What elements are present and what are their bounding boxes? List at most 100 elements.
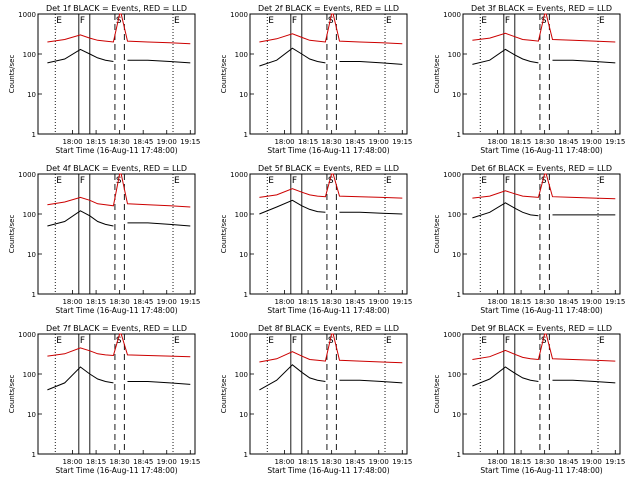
y-tick-label: 100	[448, 51, 461, 59]
series-line-lld	[472, 173, 616, 200]
y-tick-label: 1000	[18, 331, 36, 339]
y-tick-label: 100	[235, 51, 248, 59]
y-axis-label: Counts/sec	[433, 55, 441, 94]
event-marker-label: F	[505, 176, 510, 186]
event-marker-label: E	[599, 336, 605, 346]
y-axis-label: Counts/sec	[220, 375, 228, 414]
y-tick-label: 1000	[443, 11, 461, 19]
series-line-events	[339, 211, 403, 215]
event-marker-label: E	[599, 176, 605, 186]
x-tick-label: 18:00	[62, 458, 82, 466]
x-tick-label: 18:45	[345, 138, 365, 146]
x-tick-label: 18:30	[110, 298, 130, 306]
event-marker-label: S	[116, 176, 122, 186]
x-tick-label: 19:15	[180, 138, 200, 146]
x-tick-label: 18:15	[298, 458, 318, 466]
y-tick-label: 1	[32, 291, 36, 299]
y-tick-label: 10	[27, 251, 36, 259]
event-marker-label: F	[292, 16, 297, 26]
event-marker-label: E	[481, 176, 487, 186]
x-tick-label: 18:00	[62, 138, 82, 146]
event-marker-label: S	[328, 336, 334, 346]
x-axis-label: Start Time (16-Aug-11 17:48:00)	[267, 466, 389, 475]
y-axis-label: Counts/sec	[8, 375, 16, 414]
x-tick-label: 19:15	[392, 458, 412, 466]
x-tick-label: 18:00	[487, 138, 507, 146]
detector-panel-6: Det 6f BLACK = Events, RED = LLD 1 10 100 10…	[433, 164, 625, 315]
series-line-events	[339, 379, 403, 384]
y-tick-label: 100	[23, 371, 36, 379]
y-tick-label: 1	[457, 291, 461, 299]
event-marker-label: E	[174, 336, 180, 346]
plot-frame	[249, 173, 408, 295]
detector-panel-1: Det 1f BLACK = Events, RED = LLD 1 10 100 10…	[8, 4, 200, 155]
series-line-events	[47, 210, 114, 227]
x-tick-label: 18:15	[298, 138, 318, 146]
event-marker-label: E	[174, 16, 180, 26]
event-marker-label: E	[386, 336, 392, 346]
event-marker-label: E	[56, 336, 62, 346]
event-marker-label: F	[80, 336, 85, 346]
y-tick-label: 10	[27, 91, 36, 99]
x-axis-label: Start Time (16-Aug-11 17:48:00)	[55, 146, 177, 155]
y-tick-label: 10	[452, 251, 461, 259]
y-tick-label: 10	[239, 91, 248, 99]
y-tick-label: 100	[235, 211, 248, 219]
panel-title: Det 6f BLACK = Events, RED = LLD	[471, 164, 612, 173]
plot-frame	[249, 13, 408, 135]
y-tick-label: 1	[457, 451, 461, 459]
x-tick-label: 18:45	[133, 458, 153, 466]
y-tick-label: 1000	[230, 331, 248, 339]
series-line-events	[47, 48, 114, 64]
panel-title: Det 4f BLACK = Events, RED = LLD	[46, 164, 187, 173]
event-marker-label: F	[80, 176, 85, 186]
y-tick-label: 1	[244, 291, 248, 299]
series-line-lld	[47, 13, 191, 45]
event-marker-label: F	[292, 336, 297, 346]
y-axis-label: Counts/sec	[220, 55, 228, 94]
x-tick-label: 18:00	[274, 138, 294, 146]
x-tick-label: 18:30	[535, 138, 555, 146]
x-tick-label: 19:15	[180, 458, 200, 466]
series-line-events	[47, 366, 114, 391]
y-axis-label: Counts/sec	[8, 55, 16, 94]
y-axis-label: Counts/sec	[433, 375, 441, 414]
series-line-lld	[472, 13, 616, 43]
series-line-lld	[47, 333, 191, 358]
x-tick-label: 19:15	[392, 138, 412, 146]
y-tick-label: 1	[32, 451, 36, 459]
y-tick-label: 10	[239, 251, 248, 259]
y-tick-label: 10	[27, 411, 36, 419]
event-marker-label: E	[599, 16, 605, 26]
series-line-lld	[47, 173, 191, 208]
y-tick-label: 1	[244, 131, 248, 139]
event-marker-label: E	[268, 16, 274, 26]
x-tick-label: 19:15	[605, 458, 625, 466]
series-line-events	[259, 47, 326, 67]
y-tick-label: 1000	[443, 171, 461, 179]
y-tick-label: 1	[32, 131, 36, 139]
event-marker-label: E	[56, 16, 62, 26]
y-axis-label: Counts/sec	[220, 215, 228, 254]
x-tick-label: 19:00	[157, 138, 177, 146]
x-tick-label: 18:30	[535, 298, 555, 306]
series-line-events	[259, 364, 326, 391]
x-tick-label: 18:30	[322, 298, 342, 306]
x-tick-label: 18:45	[558, 298, 578, 306]
y-tick-label: 1	[457, 131, 461, 139]
x-axis-label: Start Time (16-Aug-11 17:48:00)	[480, 466, 602, 475]
x-tick-label: 19:15	[605, 138, 625, 146]
y-tick-label: 100	[448, 211, 461, 219]
x-tick-label: 19:00	[369, 458, 389, 466]
y-axis-label: Counts/sec	[8, 215, 16, 254]
x-tick-label: 18:00	[274, 458, 294, 466]
panel-title: Det 8f BLACK = Events, RED = LLD	[258, 324, 399, 333]
event-marker-label: S	[541, 16, 547, 26]
detector-panel-2: Det 2f BLACK = Events, RED = LLD 1 10 100 10…	[220, 4, 412, 155]
y-tick-label: 1000	[18, 171, 36, 179]
x-tick-label: 18:15	[86, 138, 106, 146]
y-tick-label: 100	[448, 371, 461, 379]
series-line-events	[127, 59, 191, 64]
y-tick-label: 10	[239, 411, 248, 419]
